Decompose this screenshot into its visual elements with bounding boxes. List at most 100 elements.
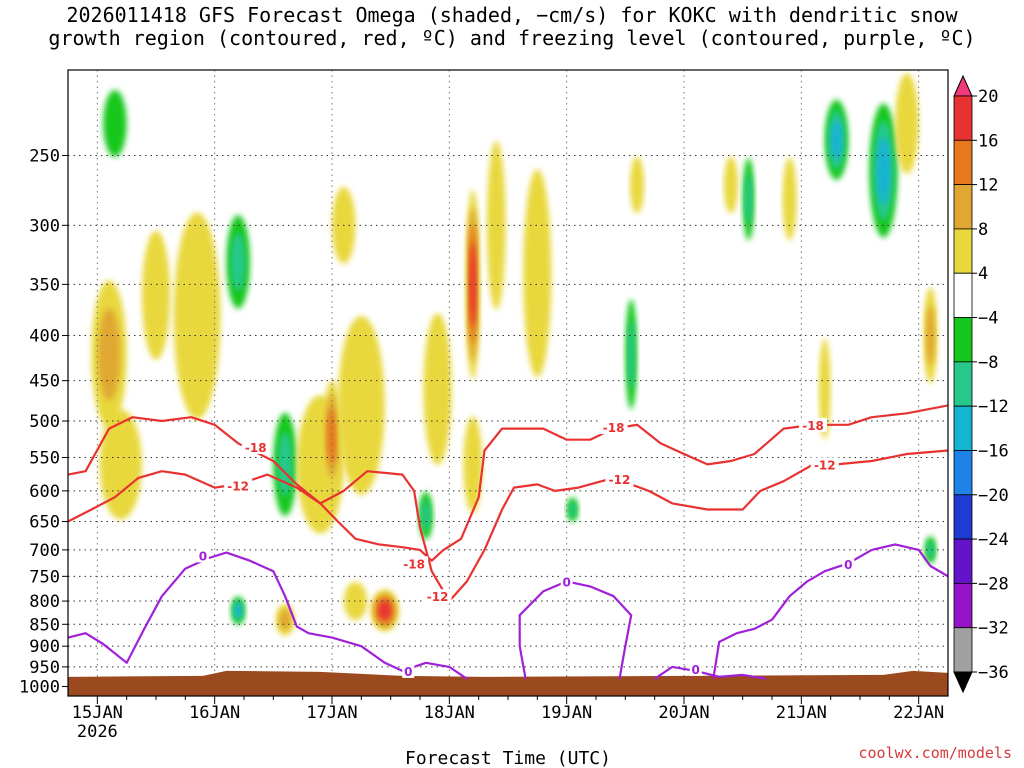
y-tick-label-350: 350 xyxy=(29,275,60,295)
colorbar-segment-6 xyxy=(953,361,973,407)
contour-label-bg--12-1 xyxy=(423,589,452,604)
colorbar-label-13: −36 xyxy=(978,663,1009,683)
contour-label-0b-0: 0 xyxy=(562,575,570,589)
contour-label-bg--18-3 xyxy=(799,417,828,432)
colorbar-label-11: −28 xyxy=(978,574,1009,594)
contour-label-bg--18-2 xyxy=(599,420,628,435)
contour-label--18-0: -18 xyxy=(245,441,267,455)
y-tick-label-950: 950 xyxy=(29,658,60,678)
y-tick-label-900: 900 xyxy=(29,637,60,657)
contour-label-0d-0: 0 xyxy=(844,558,852,572)
colorbar-segment-9 xyxy=(953,494,973,540)
y-tick-label-750: 750 xyxy=(29,567,60,587)
contour-label-bg--18-0 xyxy=(241,439,270,454)
colorbar-label-4: 4 xyxy=(978,264,988,284)
omega-blob-32-level-1 xyxy=(926,541,935,559)
colorbar-segment-5 xyxy=(953,317,973,363)
contour-label-bg-0b-0 xyxy=(560,574,573,589)
omega-blob-19-level-0 xyxy=(486,140,506,310)
colorbar-segment-4 xyxy=(953,272,973,318)
contour-label-bg--12-2 xyxy=(605,472,634,487)
y-tick-label-650: 650 xyxy=(29,513,60,533)
colorbar-segment-12 xyxy=(953,627,973,673)
omega-blob-22-level-1 xyxy=(568,501,577,518)
omega-blob-2-level-0 xyxy=(141,230,171,360)
omega-blob-6-level-1 xyxy=(277,432,293,497)
omega-blob-7-level-2 xyxy=(234,603,242,618)
contour-label--18-2: -18 xyxy=(603,421,625,435)
omega-shading xyxy=(91,73,938,636)
contour-label-bg--12-0 xyxy=(224,478,253,493)
x-tick-label-17JAN: 17JAN xyxy=(306,703,357,723)
colorbar-segment-2 xyxy=(953,184,973,230)
x-tick-sublabel-15JAN: 2026 xyxy=(77,722,118,742)
omega-blob-11-level-0 xyxy=(337,315,385,495)
x-tick-label-21JAN: 21JAN xyxy=(776,703,827,723)
omega-blob-5-level-1 xyxy=(230,232,246,292)
contours xyxy=(68,404,948,680)
omega-blob-27-level-2 xyxy=(830,119,843,160)
colorbar-label-8: −16 xyxy=(978,441,1009,461)
omega-blob-24-level-0 xyxy=(723,156,738,214)
omega-blob-4-level-0 xyxy=(173,212,221,420)
contour-label-0-0: 0 xyxy=(199,549,207,563)
y-axis: 2503003504004505005506006507007508008509… xyxy=(19,146,68,698)
colorbar-label-3: 8 xyxy=(978,220,988,240)
y-tick-label-550: 550 xyxy=(29,449,60,469)
colorbar-segment-11 xyxy=(953,582,973,629)
colorbar-label-5: −4 xyxy=(978,309,998,329)
contour-label--18-3: -18 xyxy=(802,419,824,433)
x-tick-label-16JAN: 16JAN xyxy=(189,703,240,723)
title-line-2: growth region (contoured, red, ºC) and f… xyxy=(48,26,976,50)
colorbar-segment-0 xyxy=(953,95,973,141)
colorbar-segment-3 xyxy=(953,228,973,274)
omega-blob-20-level-0 xyxy=(523,169,552,378)
contour--18 xyxy=(68,404,948,562)
contour--12 xyxy=(68,449,948,603)
y-tick-label-800: 800 xyxy=(29,592,60,612)
contour-0 xyxy=(68,551,468,680)
contour-label-bg-0-0 xyxy=(196,548,209,563)
omega-blob-13-level-3 xyxy=(378,601,391,620)
colorbar-label-10: −24 xyxy=(978,530,1009,550)
contour-label--12-2: -12 xyxy=(609,473,631,487)
contour-0d xyxy=(712,543,948,679)
colorbar-label-9: −20 xyxy=(978,486,1009,506)
contour-label-bg-0c-0 xyxy=(689,661,702,676)
omega-blob-28-level-2 xyxy=(876,137,891,204)
colorbar-arrow-top xyxy=(953,74,973,97)
colorbar-label-1: 16 xyxy=(978,131,998,151)
omega-blob-1-level-0 xyxy=(99,409,142,520)
x-tick-label-18JAN: 18JAN xyxy=(424,703,475,723)
y-tick-label-250: 250 xyxy=(29,146,60,166)
title-line-1: 2026011418 GFS Forecast Omega (shaded, −… xyxy=(66,3,958,27)
omega-blob-16-level-0 xyxy=(423,313,452,465)
omega-blob-3-level-0 xyxy=(103,90,127,157)
colorbar-label-7: −12 xyxy=(978,397,1009,417)
contour-label--12-0: -12 xyxy=(227,480,249,494)
omega-blob-10-level-1 xyxy=(279,609,291,630)
colorbar-segment-1 xyxy=(953,139,973,186)
contour-label-0c-0: 0 xyxy=(692,663,700,677)
y-tick-label-850: 850 xyxy=(29,615,60,635)
omega-blob-17-level-3 xyxy=(469,242,476,326)
omega-blob-23-level-0 xyxy=(630,156,645,214)
colorbar-label-6: −8 xyxy=(978,353,998,373)
omega-blob-26-level-1 xyxy=(744,173,753,225)
contour-label-bg-0-1 xyxy=(402,663,415,678)
y-tick-label-500: 500 xyxy=(29,412,60,432)
contour-label-bg--18-1 xyxy=(400,556,429,571)
colorbar-arrow-bottom xyxy=(953,671,973,694)
omega-blob-30-level-0 xyxy=(895,73,919,174)
x-tick-label-15JAN: 15JAN xyxy=(72,703,123,723)
omega-blob-15-level-1 xyxy=(421,500,431,531)
y-tick-label-1000: 1000 xyxy=(19,678,60,698)
colorbar: 20 16 12 8 4 −4 −8 −12 −16 −20 −24 −28 −32 −36 xyxy=(953,74,1009,694)
contour-labels: -18 -18 -18 -18 -12 -12 -12 -12 0 0 0 0 0 xyxy=(196,417,855,679)
contour-label-bg-0d-0 xyxy=(842,556,855,571)
x-tick-label-20JAN: 20JAN xyxy=(658,703,709,723)
contour-0b xyxy=(518,580,633,679)
omega-blob-29-level-0 xyxy=(818,338,831,440)
omega-blob-9-level-2 xyxy=(327,408,337,464)
contour-label--12-3: -12 xyxy=(814,458,836,472)
